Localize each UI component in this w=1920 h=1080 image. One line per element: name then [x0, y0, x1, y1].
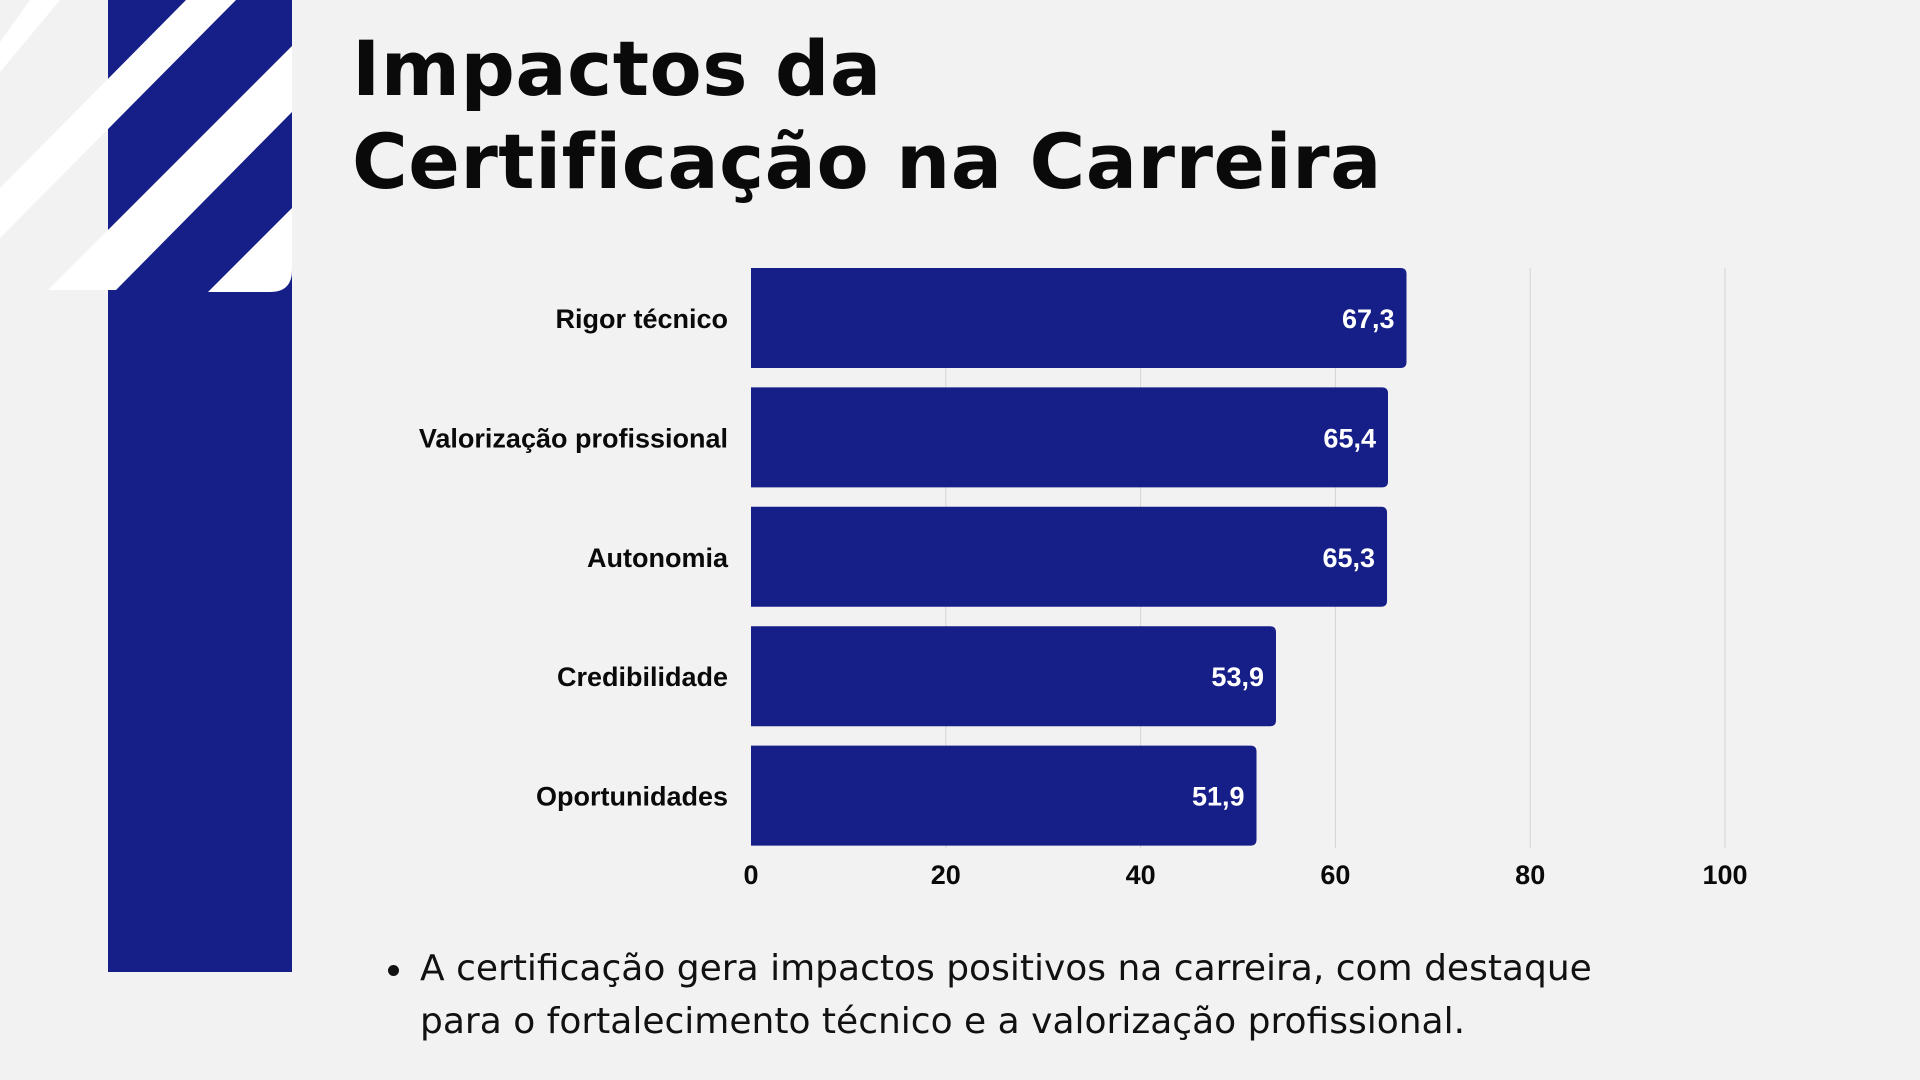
page-title: Impactos da Certificação na Carreira: [352, 22, 1382, 208]
x-tick-label: 20: [931, 860, 961, 890]
white-diagonal-stripe: [0, 0, 236, 238]
bar-value-label: 51,9: [1192, 782, 1245, 812]
category-label: Autonomia: [587, 543, 729, 573]
category-label: Oportunidades: [536, 782, 728, 812]
bar: [751, 506, 1388, 607]
decorative-stripes: [0, 0, 292, 972]
x-tick-label: 100: [1702, 860, 1747, 890]
x-tick-label: 0: [743, 860, 758, 890]
bar-value-label: 67,3: [1342, 304, 1395, 334]
chart-category-labels: Rigor técnico Valorização profissional Aut…: [419, 304, 729, 812]
category-label: Valorização profissional: [419, 423, 728, 453]
bullet-dot-icon: [388, 965, 399, 976]
category-label: Rigor técnico: [555, 304, 728, 334]
bar: [751, 387, 1388, 488]
bar: [751, 268, 1407, 368]
category-label: Credibilidade: [557, 662, 728, 692]
notes-item-line-2: para o fortalecimento técnico e a valori…: [420, 1001, 1466, 1042]
chart-x-axis-ticks: 0 20 40 60 80 100: [743, 860, 1747, 890]
bar-value-label: 65,3: [1322, 543, 1375, 573]
chart-gridlines: [945, 268, 1726, 848]
chart-bars: 67,3 65,4 65,3 53,9 51,9: [751, 268, 1407, 846]
bar: [751, 626, 1276, 727]
white-diagonal-stripe: [48, 46, 292, 290]
bar-value-label: 65,4: [1323, 423, 1376, 453]
x-tick-label: 40: [1126, 860, 1156, 890]
x-tick-label: 60: [1320, 860, 1350, 890]
notes-list: A certificação gera impactos positivos n…: [384, 942, 1784, 1048]
page-title-line-1: Impactos da: [352, 24, 882, 113]
notes-item: A certificação gera impactos positivos n…: [384, 942, 1784, 1048]
white-diagonal-stripe: [208, 208, 292, 292]
white-diagonal-stripe: [0, 0, 60, 72]
notes-item-line-1: A certificação gera impactos positivos n…: [420, 948, 1592, 989]
bar-value-label: 53,9: [1211, 662, 1264, 692]
x-tick-label: 80: [1515, 860, 1545, 890]
page-title-line-2: Certificação na Carreira: [352, 117, 1382, 206]
bar: [751, 745, 1257, 846]
